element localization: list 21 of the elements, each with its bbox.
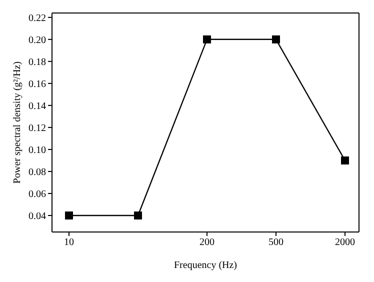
y-tick-label: 0.08 xyxy=(28,167,46,178)
x-tick-label: 10 xyxy=(64,237,74,248)
y-tick-label: 0.16 xyxy=(28,78,46,90)
x-tick-label: 500 xyxy=(268,237,284,248)
y-tick-label: 0.06 xyxy=(28,189,46,200)
x-axis-title: Frequency (Hz) xyxy=(174,260,238,271)
point xyxy=(134,211,142,220)
y-tick-label: 0.12 xyxy=(28,123,46,134)
y-tick-label: 0.20 xyxy=(28,34,46,46)
point xyxy=(341,156,349,164)
y-tick-label: 0.14 xyxy=(28,100,46,112)
x-tick-label: 200 xyxy=(200,237,214,248)
y-tick-label: 0.04 xyxy=(28,211,46,222)
x-tick-label: 2000 xyxy=(335,237,355,248)
y-axis-title: Power spectral density (g²/Hz) xyxy=(12,61,23,184)
point xyxy=(272,35,280,44)
y-tick-label: 0.22 xyxy=(28,12,46,24)
point xyxy=(203,35,211,44)
y-tick-label: 0.10 xyxy=(28,145,46,156)
point xyxy=(65,211,73,220)
y-tick-label: 0.18 xyxy=(28,56,46,68)
